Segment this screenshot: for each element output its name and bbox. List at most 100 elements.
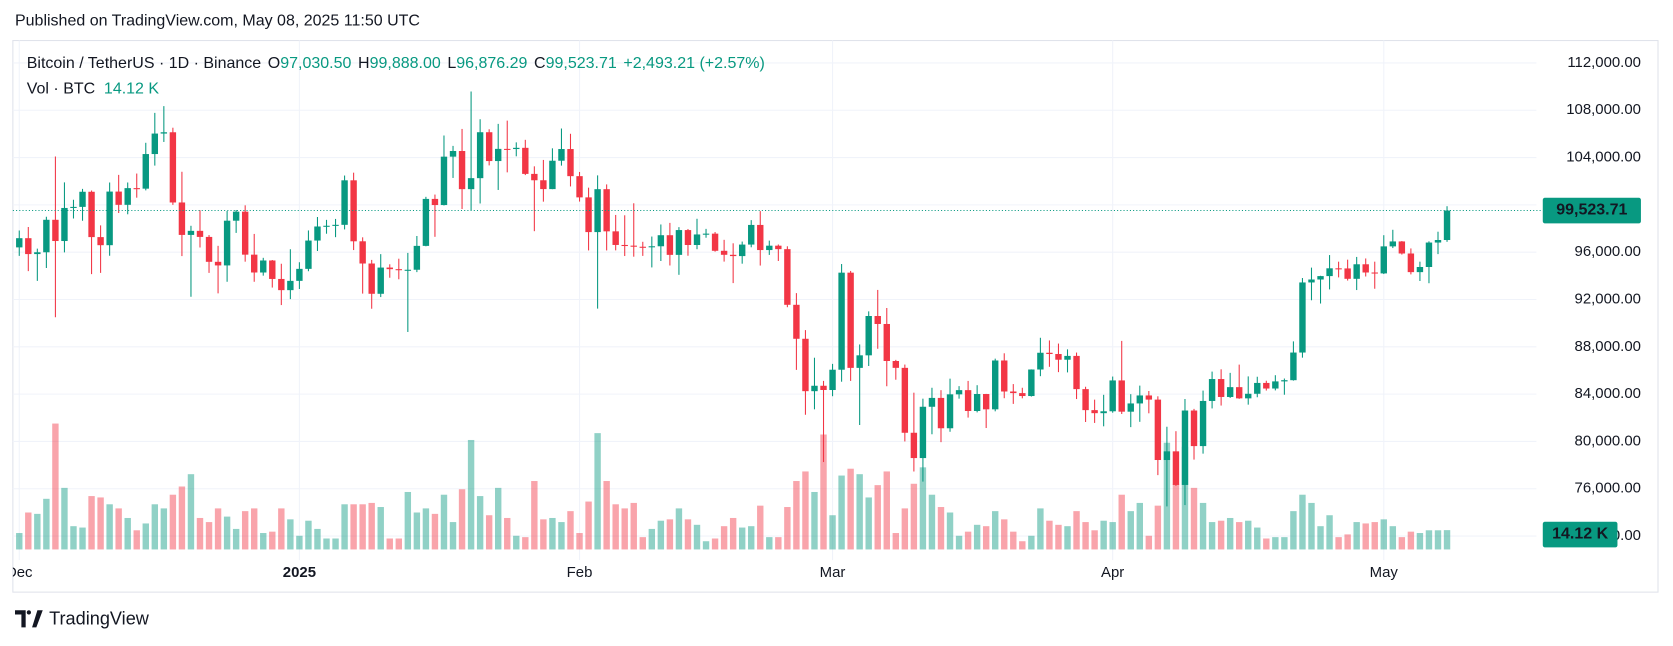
volume-bar [892,533,900,550]
volume-bar [793,481,800,550]
candle-body [1299,282,1306,353]
volume-bar [1073,511,1080,550]
volume-bar [603,481,610,550]
candle-body [1127,403,1134,412]
candle-body [748,224,755,245]
candle-body [648,246,656,248]
candle-body [729,254,737,257]
candle-body [603,189,610,232]
volume-bar [928,494,936,550]
candle-body [1073,355,1080,390]
volume-bar [323,538,330,550]
volume-bar [630,502,637,550]
logo-mark [14,610,43,628]
candle-body [1443,210,1451,241]
volume-bar [874,485,881,550]
volume-bar [1091,530,1098,550]
volume-bar [748,526,755,550]
candle-body [449,150,457,157]
candle-body [404,269,412,271]
volume-bar [34,513,41,550]
overlay: 99,523.71 14.12 K [12,197,1641,548]
volume-bar [1398,537,1406,550]
volume-bar [440,494,448,550]
volume-bar [1118,494,1125,550]
candle-body [1272,381,1279,389]
candle-body [766,245,773,251]
volume-bar [784,507,791,550]
volume-bar [720,526,728,550]
candle-body [684,230,692,246]
candle-body [612,231,619,245]
candle-body [811,385,818,392]
volume-bar [359,504,366,550]
volume-bar [567,511,574,550]
x-tick-label: Feb [567,564,593,581]
volume-bar [919,467,927,550]
candle-body [350,180,357,242]
candle-body [675,230,683,255]
candle-body [1217,379,1225,397]
candle-body [169,132,177,203]
candle-body [1145,395,1153,400]
volume-bar [856,474,863,550]
volume-bar [88,496,95,550]
candle-body [1235,387,1243,399]
candle-body [1281,380,1288,382]
candle-body [1362,264,1369,273]
volume-bar [847,468,854,550]
volume-value: 14.12 K [104,81,159,98]
volume-bar [738,527,746,550]
volume-bar [1001,519,1008,550]
candle-body [1109,380,1116,412]
ohlc-value: 99,523.71 [546,55,617,72]
y-tick-label: 104,000.00 [1566,149,1641,166]
candle-body [214,261,222,266]
volume-bar [142,523,149,550]
candle-body [820,385,827,391]
candle-body [458,150,466,190]
volume-bar [910,483,918,550]
candle-body [223,220,231,266]
volume-bar [269,531,276,550]
volume-bar [1371,522,1378,550]
candle-body [919,406,927,459]
candle-body [422,198,430,246]
volume-bar [1326,515,1333,550]
chart-frame [12,40,1659,593]
volume-bar [458,489,466,550]
volume-bar [829,515,836,550]
candle-body [702,233,710,235]
volume-bar [404,491,412,550]
candle-body [793,304,800,339]
candle-body [1118,380,1125,412]
ohlc-value: 97,030.50 [280,55,351,72]
candle-body [1046,352,1053,355]
volume-bar [1154,505,1162,550]
candle-body [323,225,330,227]
candle-body [467,178,475,190]
candle-body [621,244,628,247]
candle-body [178,202,186,235]
brand-logo: TradingView [14,609,150,629]
volume-bar [1010,531,1017,550]
volume-bar [314,528,321,550]
volume-bar [973,524,981,550]
volume-bar [1254,527,1261,550]
volume-bar [1362,523,1369,550]
candle-body [594,189,601,233]
candle-body [386,267,393,270]
volume-bar [766,537,773,550]
candle-body [1389,241,1397,247]
volume-bar [946,512,954,550]
volume-bar [43,498,50,550]
candle-body [883,323,890,362]
ohlc-value: 99,888.00 [370,55,441,72]
candles [16,91,1451,507]
volume-bar [431,513,439,550]
volume-bar [169,494,177,550]
candle-body [1181,410,1189,485]
candle-body [892,361,900,368]
volume-bar [992,511,999,550]
